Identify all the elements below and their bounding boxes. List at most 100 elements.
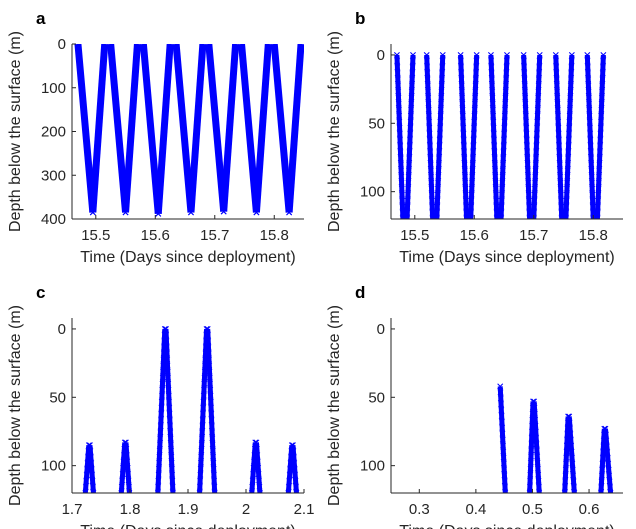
data-point-marker xyxy=(256,483,263,490)
data-point-marker xyxy=(90,197,97,204)
data-point-marker xyxy=(204,325,211,332)
data-point-marker xyxy=(564,167,571,174)
data-point-marker xyxy=(398,185,405,192)
data-point-marker xyxy=(157,174,164,181)
data-point-marker xyxy=(81,119,88,126)
data-point-marker xyxy=(533,130,540,137)
data-point-marker xyxy=(434,191,441,198)
y-tick-label: 100 xyxy=(41,80,66,97)
data-point-marker xyxy=(594,216,601,219)
data-point-marker xyxy=(222,178,229,185)
data-point-marker xyxy=(158,162,165,169)
data-point-marker xyxy=(133,59,140,66)
x-tick-label: 0.6 xyxy=(579,501,600,518)
data-point-marker xyxy=(76,59,83,66)
data-point-marker xyxy=(436,130,443,137)
data-point-marker xyxy=(118,167,125,174)
data-point-marker xyxy=(502,100,509,107)
data-point-marker xyxy=(595,197,602,204)
data-point-marker xyxy=(91,191,98,198)
panel-c: 1.7 1.8 1.9 2 2.1 0 50 100 Time (Days since depl… xyxy=(7,283,314,529)
data-point-marker xyxy=(131,89,137,96)
data-point-marker xyxy=(566,130,572,137)
data-point-marker xyxy=(395,88,402,95)
data-point-marker xyxy=(224,160,231,167)
data-point-marker xyxy=(533,435,540,441)
data-point-marker xyxy=(406,155,413,162)
data-point-marker xyxy=(290,149,297,156)
data-point-marker xyxy=(162,101,169,108)
data-point-marker xyxy=(259,125,266,132)
data-point-marker xyxy=(526,203,533,210)
data-point-marker xyxy=(534,453,541,460)
data-point-marker xyxy=(490,130,497,137)
data-point-marker xyxy=(156,453,163,460)
data-point-marker xyxy=(141,53,148,60)
data-point-marker xyxy=(188,203,195,210)
data-point-marker xyxy=(265,44,272,47)
data-point-marker xyxy=(271,44,278,47)
data-point-marker xyxy=(407,118,414,125)
data-point-marker xyxy=(435,161,442,168)
data-point-marker xyxy=(500,454,507,461)
data-point-marker xyxy=(596,167,603,174)
data-point-marker xyxy=(199,47,206,53)
data-point-marker xyxy=(491,155,498,162)
data-point-marker xyxy=(224,148,231,155)
data-point-marker xyxy=(427,149,434,156)
data-point-marker xyxy=(408,82,415,89)
data-point-marker xyxy=(174,53,181,59)
data-point-marker xyxy=(526,483,533,490)
data-point-marker xyxy=(397,137,403,143)
data-point-marker xyxy=(468,185,475,192)
data-point-marker xyxy=(462,185,469,192)
panel-b: 15.5 15.6 15.7 15.8 0 50 100 Time (Days since d… xyxy=(326,9,623,266)
data-point-marker xyxy=(166,417,173,424)
data-point-marker xyxy=(597,130,604,137)
profile-segment-11 xyxy=(563,54,575,219)
data-point-marker xyxy=(535,94,542,101)
data-point-marker xyxy=(286,203,293,210)
data-point-marker xyxy=(125,173,132,180)
data-point-marker xyxy=(156,459,163,466)
data-point-marker xyxy=(499,173,506,180)
data-point-marker xyxy=(88,460,95,467)
x-tick-label: 0.5 xyxy=(522,501,543,518)
data-point-marker xyxy=(597,124,604,131)
data-point-marker xyxy=(467,209,474,216)
data-point-marker xyxy=(285,490,292,493)
data-point-marker xyxy=(565,149,572,156)
data-point-marker xyxy=(525,191,532,198)
data-point-marker xyxy=(221,202,228,209)
data-point-marker xyxy=(568,70,575,77)
data-point-marker xyxy=(293,101,300,108)
data-point-marker xyxy=(439,70,446,77)
data-point-marker xyxy=(459,106,466,113)
profile-segment-10 xyxy=(553,54,565,219)
data-point-marker xyxy=(184,167,191,174)
y-axis-label: Depth below the surface (m) xyxy=(7,31,24,232)
data-point-marker xyxy=(498,401,505,408)
data-point-marker xyxy=(97,107,103,114)
data-point-marker xyxy=(193,137,200,144)
data-point-marker xyxy=(239,53,246,59)
data-point-marker xyxy=(155,465,162,472)
data-point-marker xyxy=(156,441,163,448)
panel-d: 0.3 0.4 0.5 0.6 0 50 100 Time (Days since deplo… xyxy=(326,283,623,529)
data-point-marker xyxy=(562,472,569,479)
data-point-marker xyxy=(423,51,430,58)
data-point-marker xyxy=(190,167,197,174)
data-point-marker xyxy=(522,88,528,95)
data-point-marker xyxy=(439,58,446,64)
data-point-marker xyxy=(556,143,563,150)
data-point-marker xyxy=(253,445,260,452)
data-point-marker xyxy=(524,149,531,156)
data-point-marker xyxy=(84,143,90,150)
data-point-marker xyxy=(227,118,234,125)
data-point-marker xyxy=(250,464,257,471)
data-point-marker xyxy=(460,124,467,131)
data-point-marker xyxy=(122,209,129,216)
data-point-marker xyxy=(434,203,441,210)
data-point-marker xyxy=(526,490,533,493)
data-point-marker xyxy=(111,89,118,96)
